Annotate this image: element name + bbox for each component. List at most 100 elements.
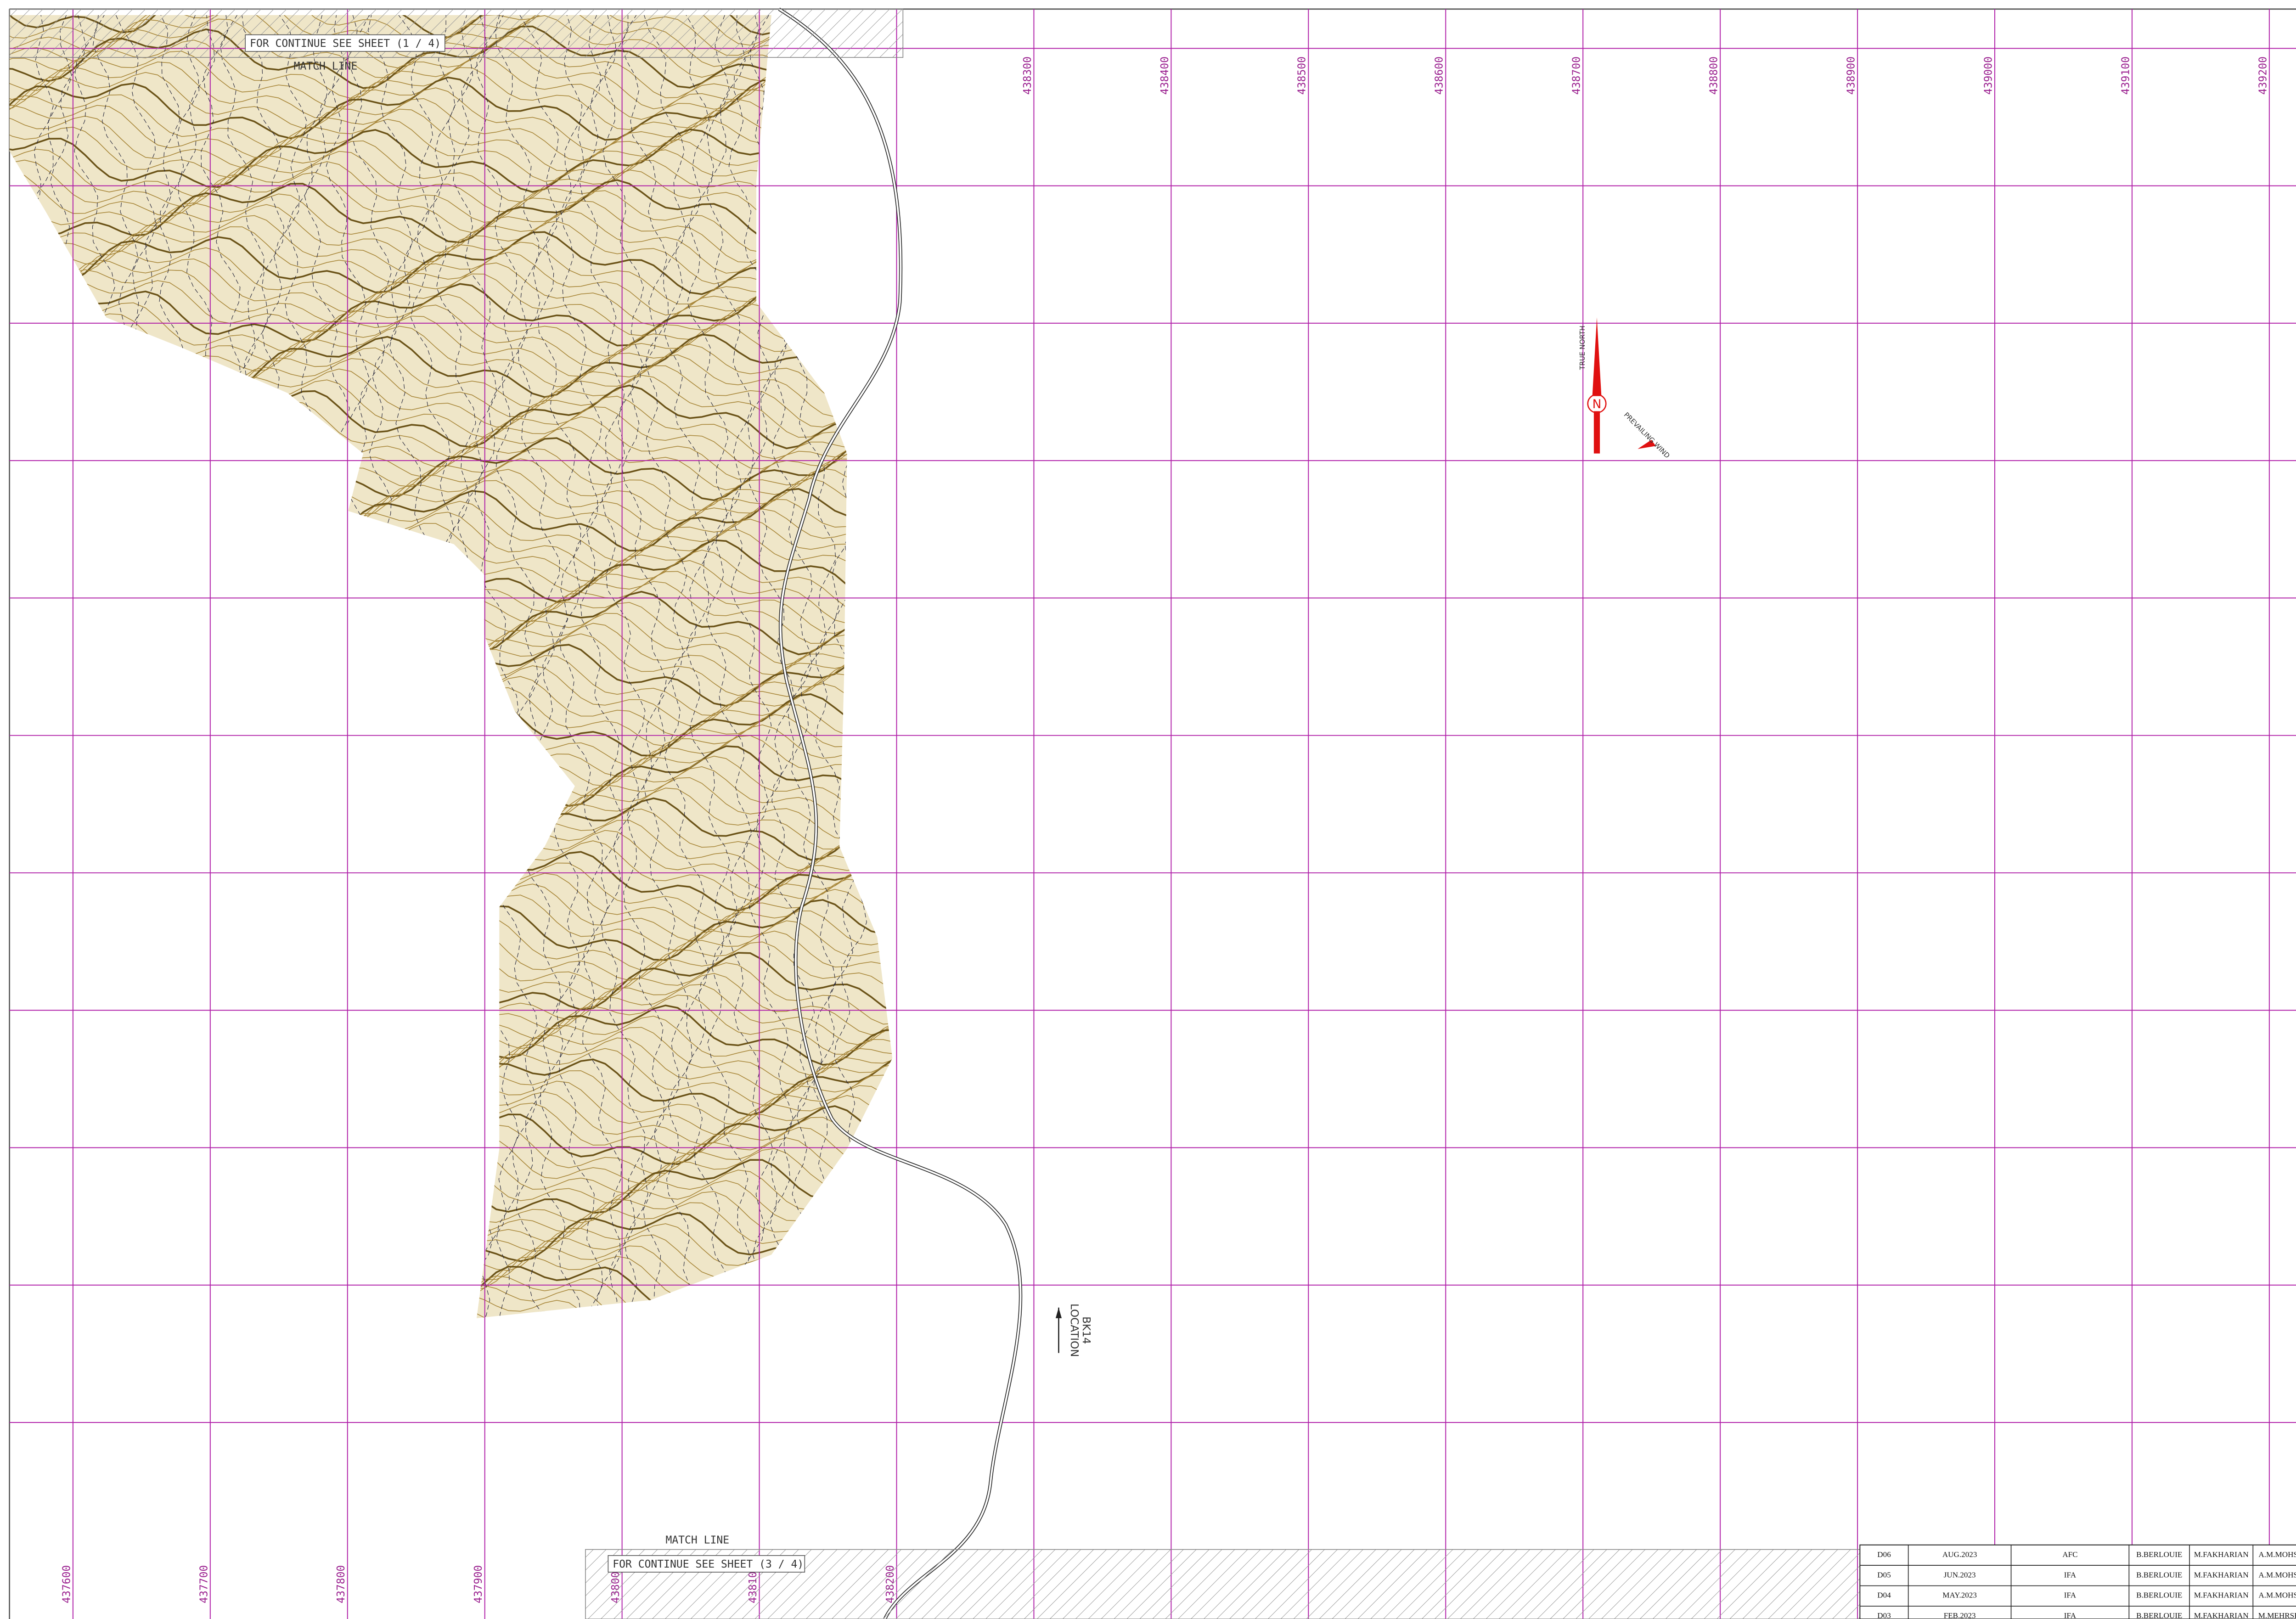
revision-cell: B.BERLOUIE [2136,1570,2182,1579]
drainage-line [199,15,244,1318]
contour-line [9,160,893,223]
revision-cell: D05 [1877,1570,1891,1579]
arrow-head [1592,317,1602,396]
revision-cell: MAY.2023 [1942,1591,1977,1600]
contour-line [9,273,893,336]
drainage-line [538,15,582,1318]
easting-label: 438300 [1022,56,1034,95]
contour-line [9,242,893,304]
drainage-line [685,15,731,1318]
drainage-line [601,15,646,1318]
match-line: MATCH LINE [294,60,358,72]
contour-line [9,231,893,295]
revision-cell: B.BERLOUIE [2136,1591,2182,1600]
note-box [245,34,445,52]
revision-cell: IFA [2064,1570,2077,1579]
revision-cell: M.FAKHARIAN [2194,1570,2249,1579]
easting-label: 437600 [61,1565,73,1603]
drainage-line [643,15,688,1318]
wind-arrow [1638,440,1656,449]
easting-label: 437700 [198,1565,210,1603]
drainage-line [579,15,625,1318]
drainage-line [559,15,603,1318]
compass-circle [1587,394,1607,414]
note-box [608,1555,805,1573]
revision-cell: M.FAKHARIAN [2194,1550,2249,1559]
contour-line [9,1249,893,1313]
revision-cell: B.BERLOUIE [2136,1611,2182,1619]
location-code: BK14 [1080,1316,1092,1344]
revision-cell: JUN.2023 [1944,1570,1976,1579]
contour-line [9,128,893,193]
contour-line [9,293,893,357]
north-symbol: N [1593,398,1602,411]
revision-cell: D03 [1877,1611,1891,1619]
revision-cell: D04 [1877,1591,1891,1600]
drainage-line [71,15,117,1318]
continue-note: FOR CONTINUE SEE SHEET (1 / 4) [250,38,441,50]
contour-line [9,190,893,253]
contour-line [9,1300,893,1318]
revision-cell: M.FAKHARIAN [2194,1611,2249,1619]
easting-label: 437800 [335,1565,347,1603]
contour-line [9,108,893,171]
contour-line [9,1290,893,1318]
revision-cell: IFA [2064,1611,2077,1619]
contour-line [9,1269,893,1318]
drainage-line [284,15,328,1318]
location-marker: BK14 LOCATION [1055,1304,1092,1357]
true-north: TRUE NORTH [1579,326,1587,370]
revision-cell: B.BERLOUIE [2136,1550,2182,1559]
contour-line [9,220,893,285]
north-arrow: N TRUE NORTH PREVAILING WIND [1579,317,1671,460]
arrow-tail [1593,411,1600,454]
contour-line [9,56,893,120]
revision-cell: D06 [1877,1550,1891,1559]
contour-line [9,262,893,326]
easting-label: 438600 [1434,56,1446,95]
revision-cell: IFA [2064,1591,2077,1600]
contour-line [9,98,893,162]
drainage-line [473,15,519,1318]
drainage-line [834,15,878,1318]
drainage-line [453,15,497,1318]
contour-line [9,252,893,315]
prevailing-wind: PREVAILING WIND [1622,411,1671,460]
hatched-area [9,8,904,58]
revision-cell: A.M.MOHSENI [2258,1570,2296,1579]
revision-cell: FEB.2023 [1944,1611,1976,1619]
drainage-line [791,15,836,1318]
contour-line [9,210,893,274]
contour-line [9,169,893,233]
drainage-line [728,15,773,1318]
drainage-line [516,15,561,1318]
revision-cell: AFC [2062,1550,2077,1559]
location-text: LOCATION [1068,1304,1080,1357]
contour-line [9,1259,893,1318]
grid: 4376004377004378004379004380004381004382… [9,9,2296,1619]
drainage-line [156,15,202,1318]
revision-cell: M.MEHRSHAD [2258,1611,2296,1619]
terrain [9,15,893,1318]
drainage-line [664,15,710,1318]
table-background [1859,1544,2296,1619]
continue-note: FOR CONTINUE SEE SHEET (3 / 4) [613,1558,804,1570]
revision-cell: A.M.MOHSENI [2258,1550,2296,1559]
easting-label: 437900 [473,1565,484,1603]
location-arrow-head [1055,1307,1062,1318]
easting-label: 438400 [1159,56,1171,95]
road-inner [778,8,1022,1619]
revision-cell: M.FAKHARIAN [2194,1591,2249,1600]
drainage-line [326,15,371,1318]
revision-cell: AUG.2023 [1942,1550,1977,1559]
revision-table: D06 AUG.2023 AFC B.BERLOUIE M.FAKHARIAN A.M.M… [1859,1544,2296,1619]
drainage-line [621,15,668,1318]
contour-line [9,87,893,152]
drainage-line [50,15,96,1318]
easting-label: 439000 [1982,56,1994,95]
easting-label: 439100 [2120,56,2132,95]
easting-label: 439200 [2257,56,2269,95]
easting-label: 438800 [1708,56,1720,95]
